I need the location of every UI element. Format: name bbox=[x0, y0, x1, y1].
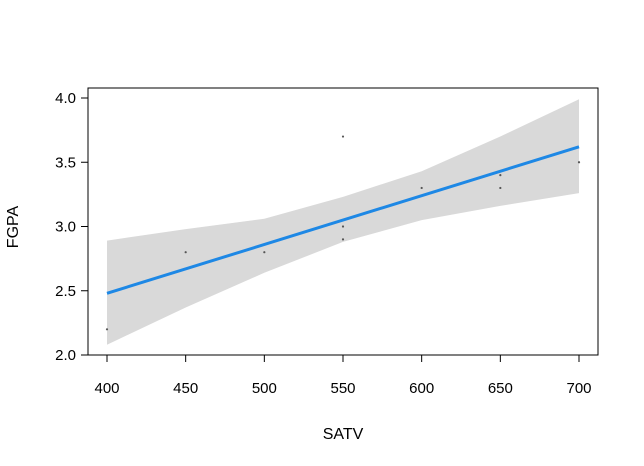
data-point bbox=[577, 161, 581, 164]
x-tick-label: 700 bbox=[566, 380, 591, 397]
data-point bbox=[105, 328, 109, 331]
data-point bbox=[499, 174, 502, 177]
y-tick-label: 3.0 bbox=[55, 219, 76, 236]
y-axis-ticks: 2.0 2.5 3.0 3.5 4.0 bbox=[55, 90, 88, 364]
fit-line-layer bbox=[106, 145, 580, 295]
data-point bbox=[263, 251, 266, 254]
x-axis-ticks: 400 450 500 550 600 650 700 bbox=[94, 355, 592, 397]
data-point bbox=[341, 238, 345, 241]
x-tick-label: 550 bbox=[330, 380, 355, 397]
data-point bbox=[184, 251, 187, 254]
y-tick-label: 4.0 bbox=[55, 90, 76, 107]
data-point bbox=[341, 225, 345, 228]
x-tick-label: 400 bbox=[94, 380, 119, 397]
x-tick-label: 450 bbox=[173, 380, 198, 397]
data-point bbox=[341, 135, 345, 138]
y-tick-label: 2.5 bbox=[55, 283, 76, 300]
regression-line bbox=[106, 145, 580, 295]
x-tick-label: 600 bbox=[409, 380, 434, 397]
data-point bbox=[420, 186, 423, 190]
y-axis-title: FGPA bbox=[5, 205, 22, 248]
confidence-band bbox=[107, 99, 579, 345]
data-points-layer bbox=[105, 135, 581, 331]
data-point bbox=[499, 186, 502, 190]
x-axis-title: SATV bbox=[323, 426, 364, 443]
y-tick-label: 3.5 bbox=[55, 154, 76, 171]
confidence-band-layer bbox=[107, 99, 579, 345]
x-tick-label: 500 bbox=[252, 380, 277, 397]
y-tick-label: 2.0 bbox=[55, 347, 76, 364]
x-tick-label: 650 bbox=[488, 380, 513, 397]
